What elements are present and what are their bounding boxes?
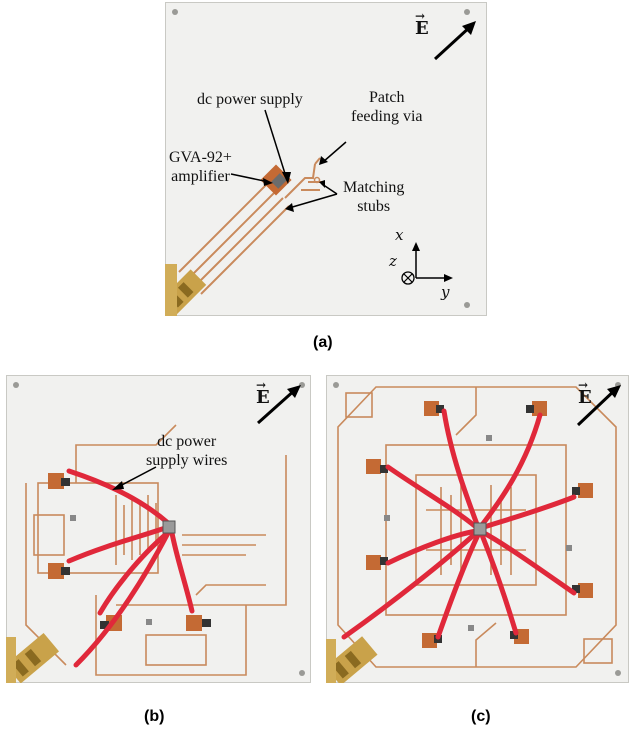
amplifier-chip (61, 567, 70, 575)
screw-hole (299, 382, 305, 388)
pcb-photo-b (6, 382, 305, 683)
panel-c: E → (326, 375, 629, 683)
dc-wire (73, 530, 171, 668)
dc-wire (66, 468, 171, 526)
screw-hole (615, 670, 621, 676)
sma-connector (326, 636, 378, 683)
sma-connector (6, 632, 60, 683)
amplifier-chip (271, 173, 287, 189)
dc-wire (385, 528, 479, 566)
via-component (468, 625, 474, 631)
via-component (70, 515, 76, 521)
amplifier-chip (202, 619, 211, 627)
field-vector-label: E → (415, 9, 429, 39)
dc-wire (169, 530, 195, 614)
screw-hole (299, 670, 305, 676)
via-component (146, 619, 152, 625)
amplifier-chip (100, 621, 109, 629)
label-matching-stubs: Matching stubs (343, 179, 405, 215)
dc-wire (385, 464, 479, 530)
caption-c: (c) (471, 708, 491, 725)
amplifier-pad (48, 563, 64, 579)
label-amplifier: GVA-92+ amplifier (169, 149, 232, 185)
screw-hole (13, 382, 19, 388)
amplifier-chip (572, 585, 580, 593)
amplifier-chip (510, 631, 518, 639)
screw-hole (172, 9, 178, 15)
via-component (384, 515, 390, 521)
axis-x-label: x (395, 226, 404, 244)
dc-wire (481, 494, 577, 530)
amplifier-chip (572, 487, 580, 495)
dc-wire (479, 532, 519, 636)
panel-b: E → dc power supply wires (6, 375, 311, 683)
amplifier-chip (526, 405, 534, 413)
field-vector-label: E → (578, 378, 592, 408)
amplifier-pad (532, 401, 547, 416)
amplifier-pad (424, 401, 439, 416)
panel-a: E → dc power supply Patch feeding via GV… (165, 2, 487, 316)
amplifier-pad (366, 459, 381, 474)
via-component (566, 545, 572, 551)
screw-hole (464, 302, 470, 308)
amplifier-chip (61, 478, 70, 486)
via-component (486, 435, 492, 441)
amplifier-chip (436, 405, 444, 413)
axis-z-label: z (389, 252, 397, 270)
dc-junction (162, 520, 176, 534)
patch-via (313, 176, 321, 184)
caption-b: (b) (144, 708, 165, 725)
amplifier-pad (48, 473, 64, 489)
axis-y-label: y (441, 283, 450, 301)
dc-wire (435, 532, 481, 640)
pcb-photo-a (165, 9, 476, 316)
label-dc-power-supply: dc power supply (197, 91, 303, 108)
pcb-photo-c (326, 382, 621, 683)
caption-a: (a) (313, 334, 333, 351)
screw-hole (464, 9, 470, 15)
label-dc-power-supply-wires: dc power supply wires (146, 433, 228, 469)
dc-wire (441, 408, 481, 530)
amplifier-pad (366, 555, 381, 570)
amplifier-pad (578, 583, 593, 598)
screw-hole (333, 382, 339, 388)
dc-wire (97, 528, 173, 616)
label-patch-feeding-via: Patch feeding via (351, 89, 423, 125)
dc-wire (479, 412, 543, 528)
amplifier-pad (422, 633, 437, 648)
dc-wire (481, 530, 577, 596)
amplifier-pad (578, 483, 593, 498)
dc-wire (66, 524, 171, 564)
dc-wire (341, 530, 479, 640)
dc-junction (473, 522, 487, 536)
amplifier-chip (380, 465, 388, 473)
field-vector-label: E → (256, 378, 270, 408)
amplifier-pad (186, 615, 202, 631)
amplifier-chip (380, 557, 388, 565)
